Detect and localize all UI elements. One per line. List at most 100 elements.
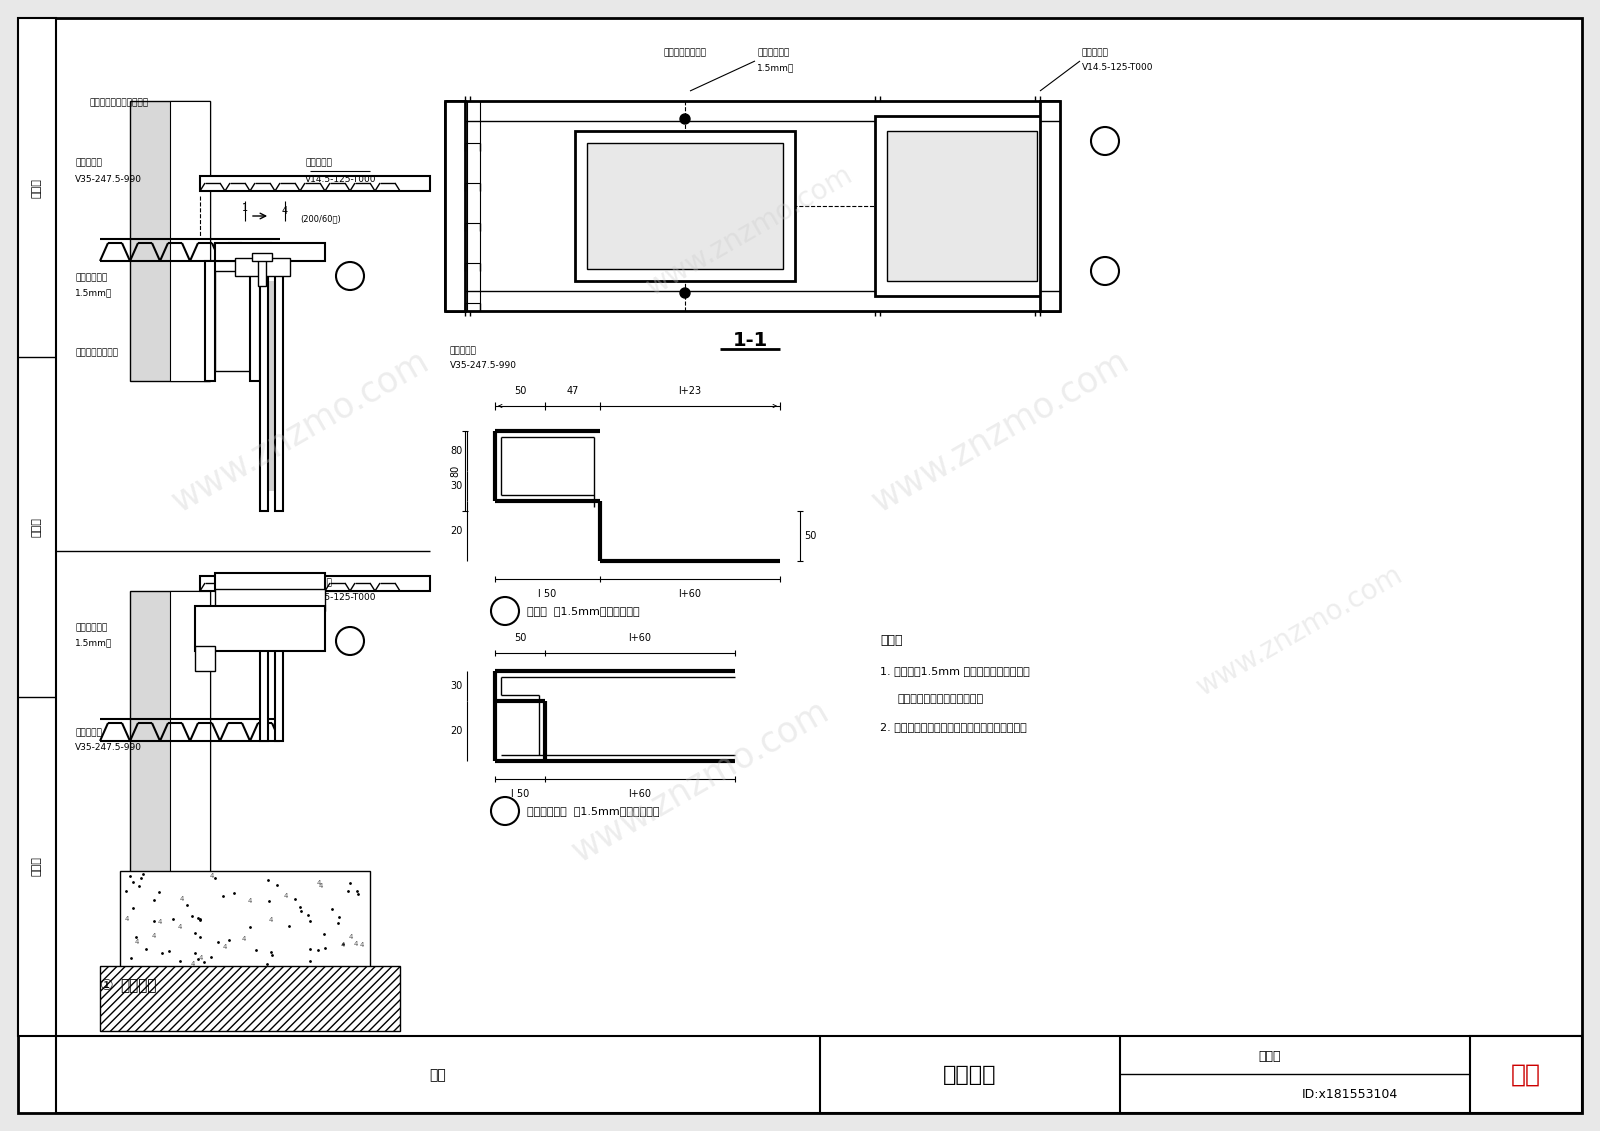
Bar [269,280,275,491]
Text: 4: 4 [282,206,288,216]
Text: 80: 80 [450,465,461,477]
Text: 说明：: 说明： [880,634,902,648]
Text: 彩钢压型板: 彩钢压型板 [1082,49,1109,58]
Text: www.znzmo.com: www.znzmo.com [866,344,1134,518]
Text: 知末: 知末 [1510,1063,1541,1087]
Circle shape [1091,257,1118,285]
Bar [214,573,325,592]
Text: 钢板压管形柱: 钢板压管形柱 [75,274,107,283]
Text: 4: 4 [285,892,288,899]
Text: 超细玻璃棉绑扎固定基板: 超细玻璃棉绑扎固定基板 [90,98,149,107]
Text: 1.5mm厚: 1.5mm厚 [757,63,794,72]
Text: 4: 4 [222,944,227,950]
Text: 4: 4 [179,896,184,901]
Circle shape [680,114,690,124]
Text: 50: 50 [514,386,526,396]
Text: 校核人: 校核人 [32,517,42,537]
Text: 图名: 图名 [430,1068,446,1082]
Bar [587,143,782,269]
Text: 彩钢压型板: 彩钢压型板 [75,158,102,167]
Bar [195,646,214,671]
Text: 上横框  （1.5mm厚钢板压制）: 上横框 （1.5mm厚钢板压制） [526,606,640,616]
Text: 1-1: 1-1 [733,331,768,351]
Bar [195,606,325,651]
Bar [18,18,56,1036]
Text: 彩钢压型板: 彩钢压型板 [306,578,331,587]
Text: 单层双皮套管墙管: 单层双皮套管墙管 [75,348,118,357]
Text: 02: 02 [499,806,510,815]
Text: l+60: l+60 [629,789,651,798]
Bar [275,261,283,511]
Text: 彩钢压型板: 彩钢压型板 [306,158,331,167]
Text: 4: 4 [360,942,363,948]
Bar [170,101,210,381]
Text: 制图人: 制图人 [32,856,42,877]
Bar [214,271,250,371]
Text: 50: 50 [805,530,816,541]
Text: 4: 4 [198,955,203,960]
Text: 钢板压管形柱: 钢板压管形柱 [75,623,107,632]
Bar [120,871,370,972]
Text: 47: 47 [566,386,579,396]
Text: l 50: l 50 [538,589,557,599]
Text: 4: 4 [157,918,162,924]
Text: 20: 20 [451,526,462,536]
Circle shape [680,288,690,297]
Bar [200,576,430,592]
Text: 窗口作法: 窗口作法 [944,1065,997,1085]
Text: 组对成型，接口采用氩弧焊；: 组对成型，接口采用氩弧焊； [898,694,984,703]
Text: 单层双皮套管墙管: 单层双皮套管墙管 [664,49,707,58]
Bar [886,131,1037,280]
Text: 4: 4 [242,936,246,942]
Bar [259,592,269,741]
Bar [205,261,214,381]
Bar [170,592,210,931]
Text: l+23: l+23 [678,386,701,396]
Text: 1.5mm厚: 1.5mm厚 [75,639,112,648]
Bar [445,101,466,311]
Circle shape [491,597,518,625]
Text: ①: ① [99,978,114,993]
Bar [875,116,1045,296]
Bar [574,131,795,280]
Text: 4: 4 [134,939,139,944]
Text: www.znzmo.com: www.znzmo.com [642,161,858,302]
Text: 2. 窗框焊接后按设计要求刷防锈漆底漆和面漆。: 2. 窗框焊接后按设计要求刷防锈漆底漆和面漆。 [880,722,1027,732]
Circle shape [336,262,365,290]
Bar [56,1036,1582,1113]
Text: 4: 4 [269,917,274,923]
Text: 1. 窗框采用1.5mm 厚钢板压制，工厂加工: 1. 窗框采用1.5mm 厚钢板压制，工厂加工 [880,666,1030,676]
Bar [253,253,272,261]
Bar [250,261,259,381]
Bar [130,101,210,381]
Bar [258,256,266,286]
Text: 4: 4 [354,941,358,947]
Bar [1040,101,1059,311]
Bar [1470,1036,1582,1113]
Bar [99,966,400,1031]
Text: V14.5-125-T000: V14.5-125-T000 [306,174,376,183]
Bar [259,261,269,511]
Text: www.znzmo.com: www.znzmo.com [1192,561,1408,701]
Text: 4: 4 [190,961,195,967]
Text: V35-247.5-990: V35-247.5-990 [75,743,142,752]
Text: 30: 30 [451,481,462,491]
Text: l+60: l+60 [629,633,651,644]
Bar [200,176,430,191]
Text: 窗框做法: 窗框做法 [120,978,157,993]
Text: www.znzmo.com: www.znzmo.com [165,344,435,518]
Text: l 50: l 50 [510,789,530,798]
Text: 80: 80 [451,446,462,456]
Text: 4: 4 [317,880,322,886]
Bar [214,243,325,261]
Text: www.znzmo.com: www.znzmo.com [565,693,835,869]
Text: V14.5-125-T000: V14.5-125-T000 [1082,63,1154,72]
Bar [275,592,283,741]
Text: 图集号: 图集号 [1259,1050,1282,1062]
Circle shape [1091,127,1118,155]
Text: 4: 4 [318,883,323,889]
Text: 4: 4 [248,898,251,904]
Text: ID:x181553104: ID:x181553104 [1302,1088,1398,1100]
Text: 4: 4 [349,934,354,940]
Text: (200/60厚): (200/60厚) [301,215,341,224]
